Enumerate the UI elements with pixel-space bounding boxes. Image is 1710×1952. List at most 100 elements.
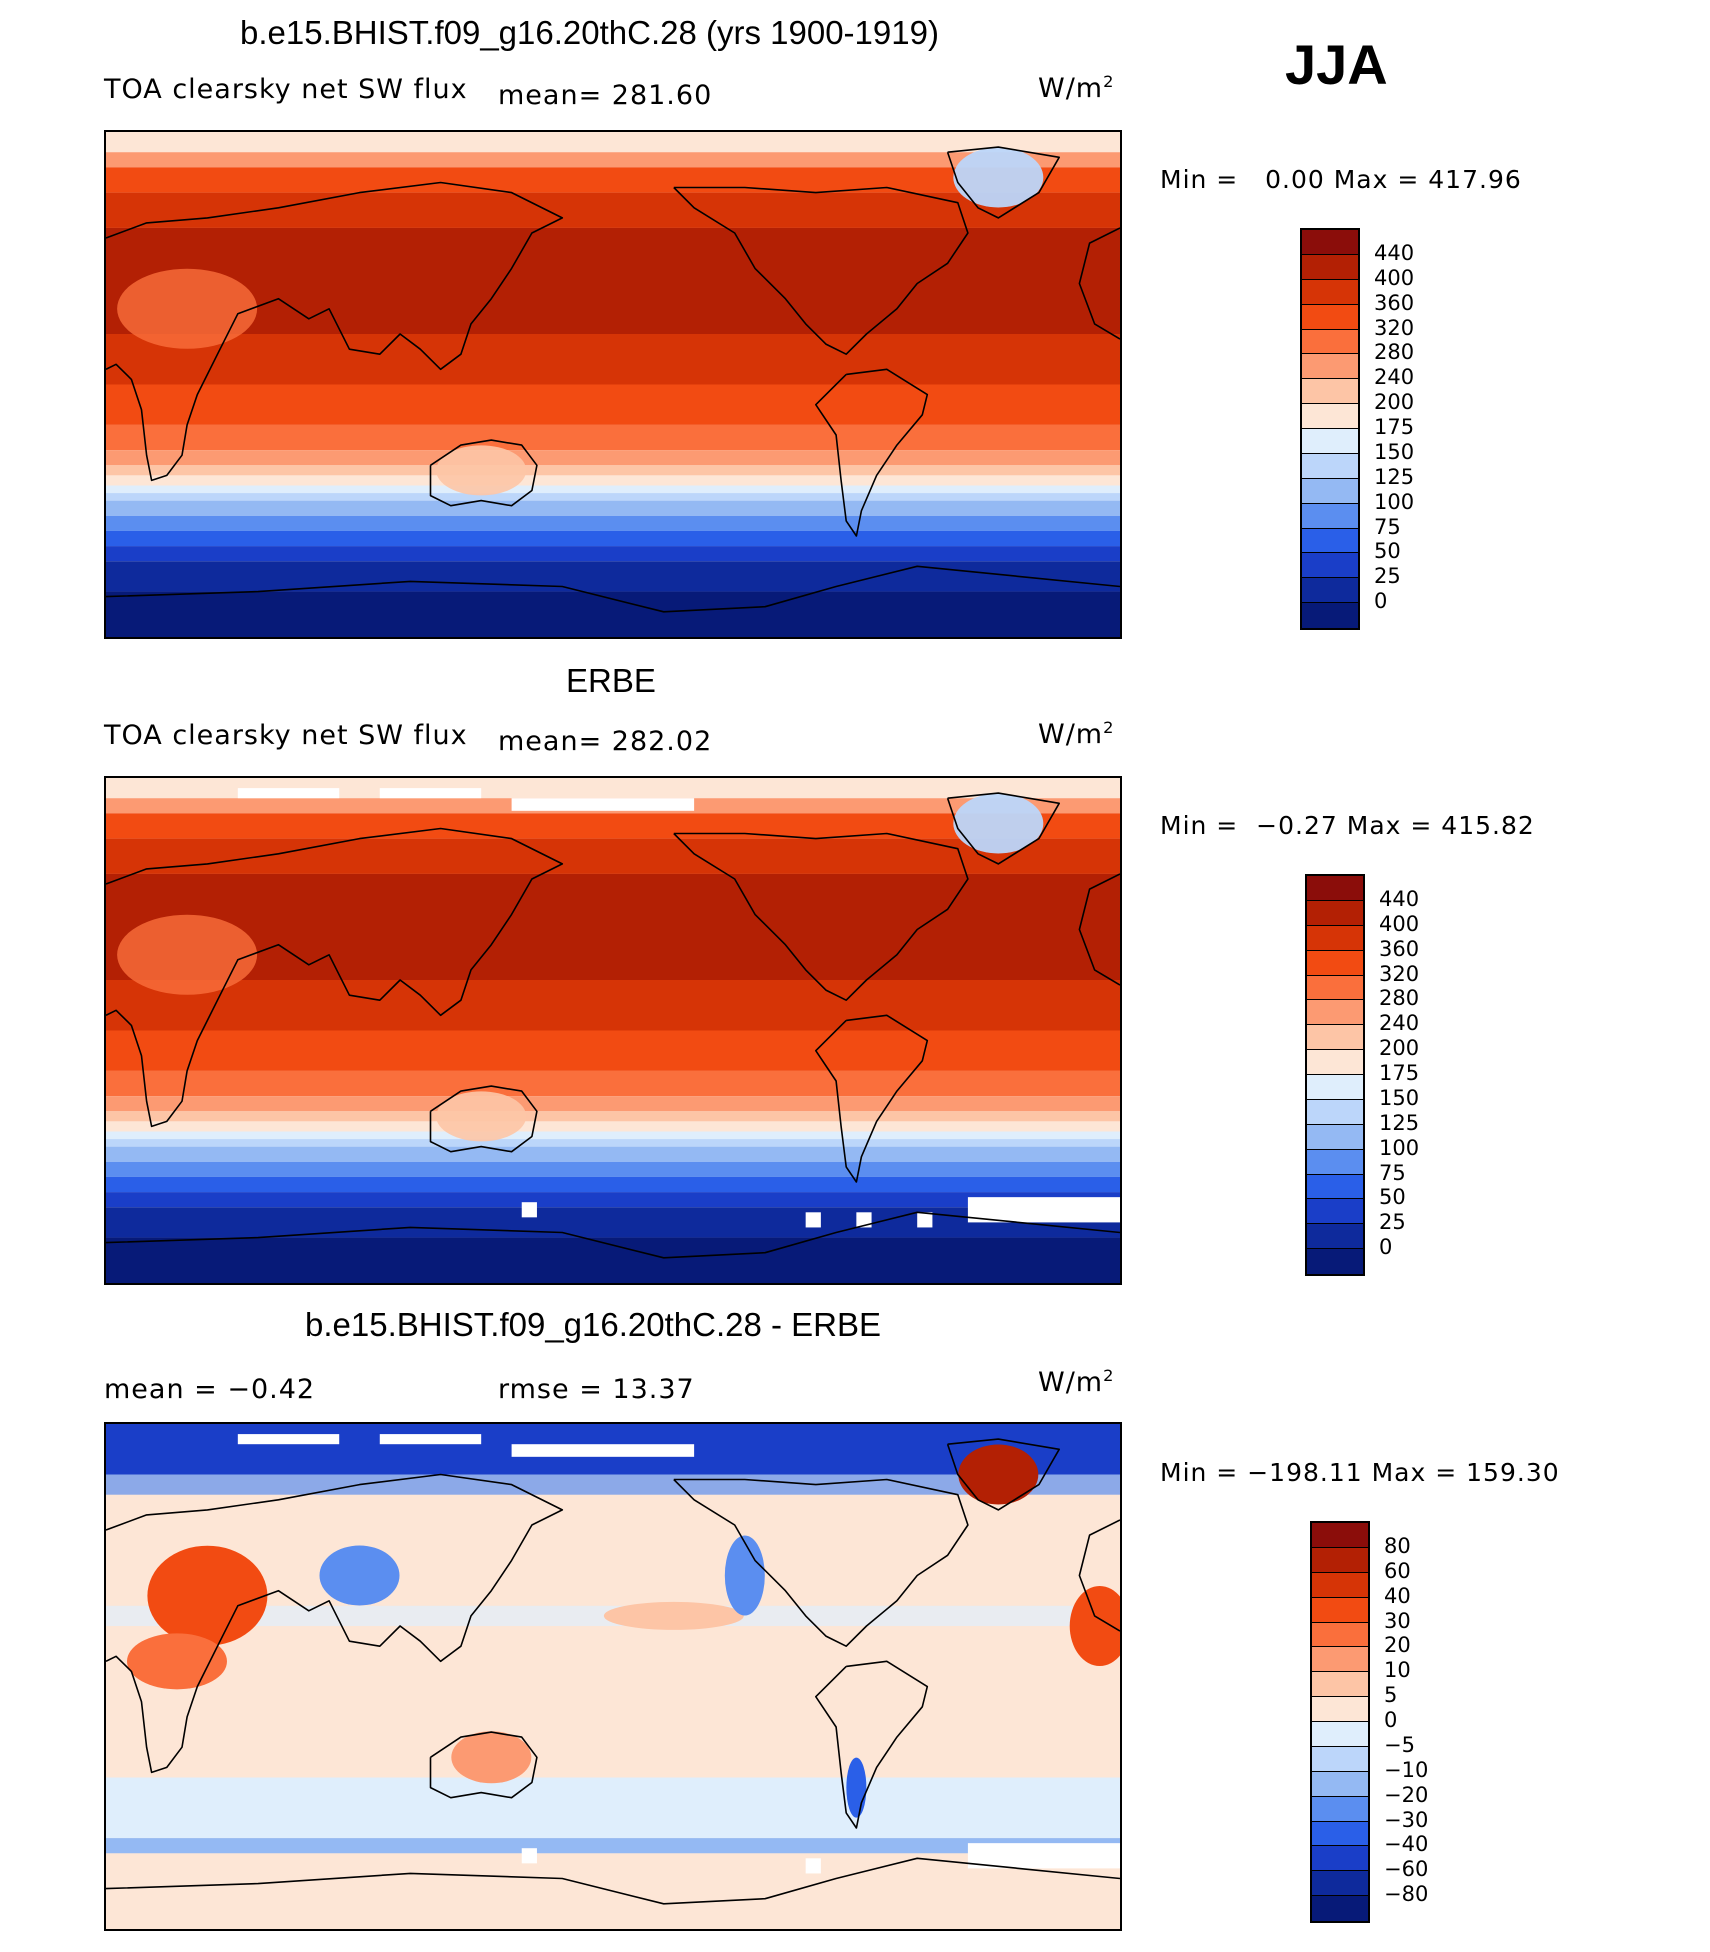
panel2-units: W/m2 [1038,718,1115,750]
colorbar-tick-label: 240 [1374,365,1415,390]
colorbar-tick-label: 280 [1374,340,1415,365]
colorbar-tick-label: −60 [1384,1857,1429,1882]
land-patch [117,268,258,349]
coastline [106,1857,1120,1905]
flux-band [106,424,1120,451]
missing-data [521,1202,537,1218]
colorbar-swatch [1302,453,1358,479]
colorbar-swatch [1312,1846,1368,1872]
colorbar-tick-label: −10 [1384,1757,1429,1782]
colorbar-tick-label: 200 [1374,390,1415,415]
colorbar-tick-label: 100 [1379,1135,1420,1160]
panel2-colorbar [1305,874,1365,1276]
flux-band [106,500,1120,516]
flux-band [106,546,1120,562]
flux-band [106,873,1120,980]
colorbar-tick-label: 25 [1379,1210,1406,1235]
diff-anomaly-patch [958,1444,1039,1505]
coastline [815,1660,929,1829]
coastline [946,792,1060,865]
coastline [946,146,1060,219]
greenland-ice-patch [953,147,1044,208]
panel1-variable-label: TOA clearsky net SW flux [104,74,468,105]
diff-anomaly-patch [846,1757,867,1818]
colorbar-tick-label: 175 [1379,1061,1420,1085]
colorbar-tick-label: 360 [1374,290,1415,315]
missing-data [805,1858,821,1874]
flux-band [106,561,1120,592]
coastline [429,1085,538,1153]
flux-band [106,1146,1120,1162]
flux-band [106,778,1120,799]
colorbar-tick-label: 100 [1374,489,1415,514]
colorbar-swatch [1302,230,1358,255]
panel3-map [104,1422,1122,1931]
colorbar-tick-label: 5 [1384,1683,1398,1708]
panel1-mean: mean= 281.60 [498,80,713,111]
colorbar-swatch [1312,1647,1368,1673]
colorbar-swatch [1307,1099,1363,1125]
coastline [429,439,538,507]
flux-band [106,1096,1120,1112]
colorbar-swatch [1312,1697,1368,1722]
coastline [673,1478,969,1647]
land-patch [436,445,527,496]
flux-band [106,813,1120,839]
flux-band [106,132,1120,153]
colorbar-swatch [1312,1871,1368,1897]
panel1-title: b.e15.BHIST.f09_g16.20thC.28 (yrs 1900-1… [240,14,939,51]
coastline [106,1473,564,1774]
colorbar-tick-label: 75 [1379,1160,1406,1185]
diff-band [106,1838,1120,1854]
diff-band [106,1474,1120,1495]
colorbar-swatch [1312,1746,1368,1772]
colorbar-tick-label: 30 [1384,1608,1411,1633]
colorbar-tick-label: 150 [1379,1085,1420,1110]
flux-band [106,1139,1120,1147]
colorbar-swatch [1302,379,1358,405]
diff-band [106,1777,1120,1839]
diff-anomaly-patch [319,1545,400,1606]
colorbar-tick-label: 125 [1374,464,1415,489]
colorbar-swatch [1312,1672,1368,1698]
colorbar-swatch [1312,1722,1368,1747]
colorbar-tick-label: −40 [1384,1832,1429,1857]
flux-band [106,167,1120,193]
diff-anomaly-patch [1069,1586,1120,1666]
colorbar-swatch [1307,1124,1363,1150]
colorbar-swatch [1302,528,1358,554]
colorbar-swatch [1302,354,1358,380]
panel3-rmse: rmse = 13.37 [498,1374,695,1405]
missing-data [379,788,482,799]
colorbar-tick-label: 400 [1374,265,1415,290]
missing-data [917,1212,933,1228]
colorbar-swatch [1307,1025,1363,1051]
missing-data [967,1843,1120,1869]
flux-band [106,334,1120,385]
colorbar-swatch [1307,1249,1363,1274]
flux-band [106,475,1120,486]
diff-anomaly-patch [147,1545,268,1646]
coastline [815,1014,929,1183]
colorbar-swatch [1302,503,1358,529]
colorbar-swatch [1312,1622,1368,1648]
coastline [1078,873,1120,986]
panel2-mean: mean= 282.02 [498,726,713,757]
colorbar-swatch [1307,925,1363,951]
missing-data [856,1212,872,1228]
colorbar-swatch [1312,1523,1368,1548]
colorbar-swatch [1302,254,1358,280]
flux-band [106,1121,1120,1132]
flux-band [106,1070,1120,1097]
panel1-colorbar [1300,228,1360,630]
panel3-title: b.e15.BHIST.f09_g16.20thC.28 - ERBE [305,1306,882,1343]
colorbar-swatch [1307,1000,1363,1026]
colorbar-tick-label: 80 [1384,1533,1411,1558]
colorbar-tick-label: 320 [1374,315,1415,340]
flux-band [106,1030,1120,1071]
coastline [946,1438,1060,1511]
colorbar-swatch [1312,1572,1368,1598]
colorbar-tick-label: 440 [1374,240,1415,265]
colorbar-tick-label: 440 [1379,886,1420,911]
colorbar-tick-label: 0 [1384,1708,1398,1732]
